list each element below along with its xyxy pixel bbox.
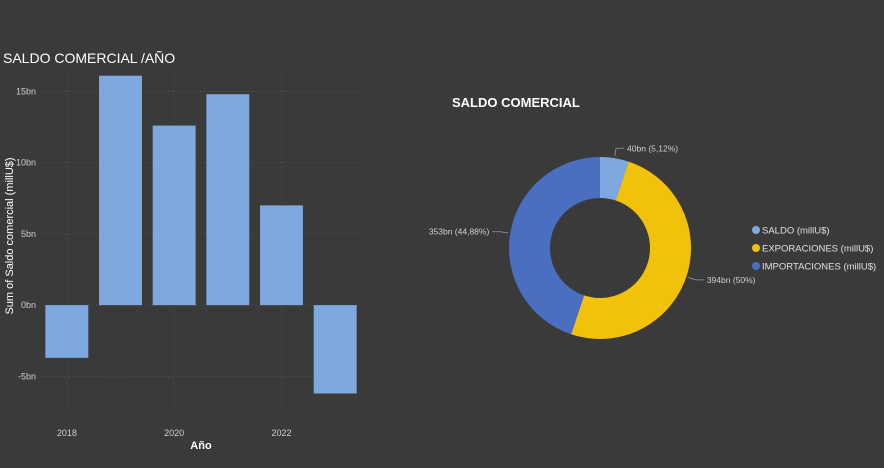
donut-leader-line (492, 231, 509, 234)
legend-marker (752, 262, 760, 270)
bar-2020 (152, 125, 196, 306)
donut-data-label: 40bn (5,12%) (627, 143, 678, 153)
bar-y-axis-title: Sum of Saldo comercial (millU$) (4, 157, 16, 314)
bar-2022 (260, 205, 303, 306)
bar-x-tick-label: 2020 (164, 428, 184, 438)
donut-slice-0 (600, 157, 629, 201)
bar-2018 (45, 305, 89, 358)
donut-slice-2 (509, 157, 600, 335)
legend-label: EXPORACIONES (millU$) (762, 244, 873, 255)
bar-y-tick-label: 10bn (16, 158, 36, 168)
donut-chart-title: SALDO COMERCIAL (452, 95, 580, 110)
legend-marker (752, 244, 760, 252)
donut-leader-line (614, 147, 625, 157)
bar-y-tick-label: 0bn (21, 300, 36, 310)
bar-chart-title: SALDO COMERCIAL /AÑO (3, 50, 176, 66)
bar-2019 (99, 75, 142, 306)
bar-y-tick-label: 5bn (21, 229, 36, 239)
bar-y-tick-labels: -5bn 0bn 5bn 10bn 15bn (16, 86, 36, 381)
bar-x-tick-labels: 2018 2020 2022 (57, 428, 292, 438)
bar-x-tick-label: 2022 (271, 428, 291, 438)
donut-data-label: 353bn (44,88%) (429, 227, 490, 237)
legend-marker (752, 226, 760, 234)
donut-data-labels: 40bn (5,12%) 394bn (50%) 353bn (44,88%) (429, 143, 756, 285)
donut-leader-line (688, 276, 704, 281)
bar-2023 (313, 305, 357, 394)
legend-label: IMPORTACIONES (millU$) (762, 262, 876, 273)
bar-y-tick-label: 15bn (16, 86, 36, 96)
bar-series (45, 75, 357, 394)
bar-y-tick-label: -5bn (18, 371, 36, 381)
bar-x-axis-title: Año (190, 440, 212, 452)
bar-gridlines (40, 70, 362, 412)
donut-slices (509, 157, 692, 340)
donut-data-label: 394bn (50%) (707, 275, 756, 285)
bar-2021 (206, 94, 250, 306)
legend-label: SALDO (millU$) (762, 226, 830, 237)
bar-x-tick-label: 2018 (57, 428, 77, 438)
donut-slice-1 (571, 161, 692, 340)
donut-legend[interactable]: SALDO (millU$) EXPORACIONES (millU$) IMPOR… (752, 226, 876, 273)
